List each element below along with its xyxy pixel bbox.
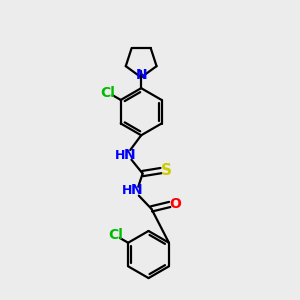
Text: N: N	[131, 183, 142, 197]
Text: Cl: Cl	[108, 228, 123, 242]
Text: Cl: Cl	[100, 85, 116, 100]
Text: N: N	[124, 148, 135, 162]
Text: O: O	[169, 197, 181, 212]
Text: H: H	[122, 184, 132, 197]
Text: H: H	[115, 148, 125, 161]
Text: S: S	[161, 163, 172, 178]
Text: N: N	[135, 68, 147, 82]
